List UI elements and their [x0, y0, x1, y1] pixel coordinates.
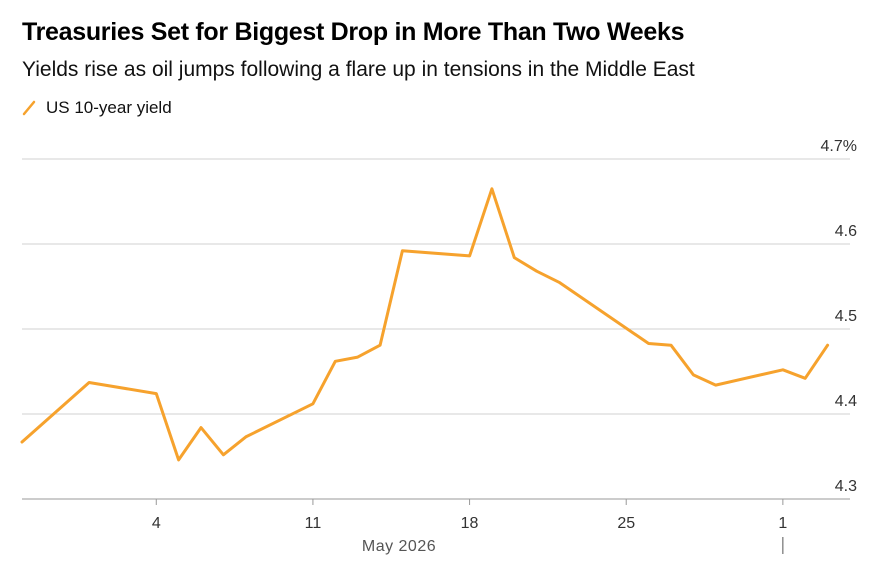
series-line-us-10-year-yield [20, 187, 830, 462]
x-tick-label-25: 25 [617, 515, 635, 532]
x-tick-label-11: 11 [305, 515, 322, 532]
y-tick-label-4.7: 4.7% [821, 138, 857, 155]
y-tick-label-4.4: 4.4 [835, 393, 857, 410]
legend: US 10-year yield [22, 98, 172, 118]
y-tick-label-4.6: 4.6 [835, 223, 857, 240]
chart-title: Treasuries Set for Biggest Drop in More … [22, 18, 685, 46]
x-tick-label-18: 18 [461, 515, 479, 532]
legend-label: US 10-year yield [46, 98, 172, 117]
y-tick-label-4.5: 4.5 [835, 308, 857, 325]
x-month-label: May 2026 [362, 538, 436, 555]
y-tick-label-4.3: 4.3 [835, 478, 857, 495]
chart-subtitle: Yields rise as oil jumps following a fla… [22, 58, 695, 81]
x-tick-label-4: 4 [152, 515, 161, 532]
x-tick-label-1: 1 [778, 515, 787, 532]
legend-line-icon [22, 100, 36, 116]
